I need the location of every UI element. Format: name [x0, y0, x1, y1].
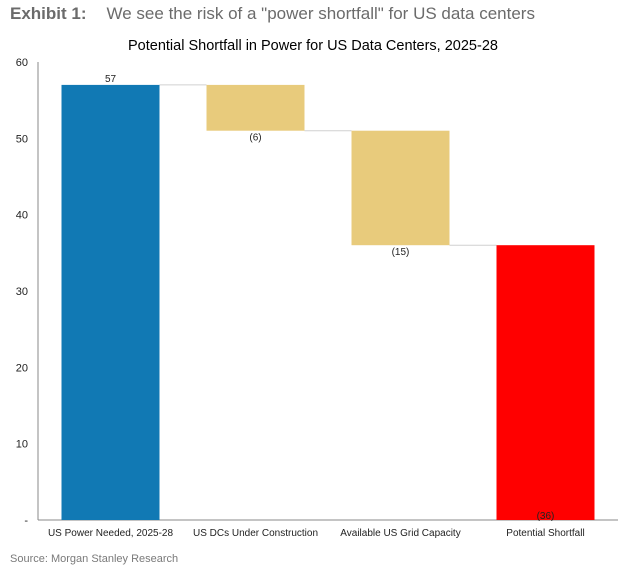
x-tick-label: Potential Shortfall [506, 528, 584, 539]
data-label: (6) [249, 133, 261, 144]
waterfall-chart: Potential Shortfall in Power for US Data… [16, 38, 618, 539]
data-label: 57 [105, 74, 117, 85]
data-label: (15) [392, 247, 410, 258]
x-tick-label: US Power Needed, 2025-28 [48, 528, 174, 539]
bar [496, 245, 595, 520]
exhibit-label: Exhibit 1: [10, 4, 87, 23]
x-tick-label: Available US Grid Capacity [340, 528, 460, 539]
bar [61, 84, 160, 521]
y-tick-label: 30 [16, 286, 28, 298]
y-tick-label: 40 [16, 210, 28, 222]
source-note: Source: Morgan Stanley Research [10, 553, 179, 565]
exhibit-title: We see the risk of a "power shortfall" f… [106, 4, 535, 23]
exhibit-header: Exhibit 1: We see the risk of a "power s… [10, 4, 535, 28]
data-label: (36) [537, 511, 555, 522]
y-tick-label: 60 [16, 57, 28, 69]
chart-title: Potential Shortfall in Power for US Data… [128, 38, 498, 54]
bar [351, 130, 450, 246]
y-tick-label: 20 [16, 362, 28, 374]
x-tick-label: US DCs Under Construction [193, 528, 318, 539]
y-tick-label: 50 [16, 133, 28, 145]
y-tick-label: 10 [16, 439, 28, 451]
bar [206, 84, 305, 131]
y-tick-label: - [24, 515, 28, 527]
